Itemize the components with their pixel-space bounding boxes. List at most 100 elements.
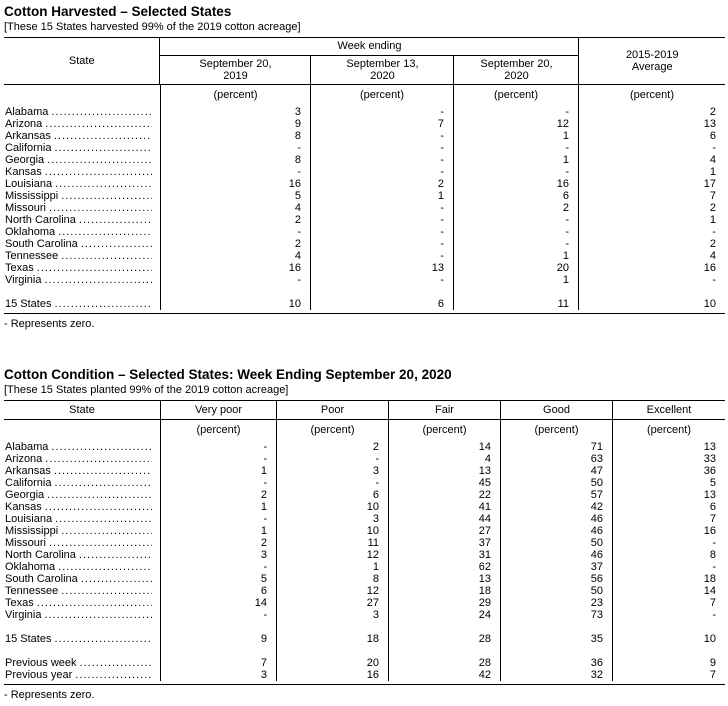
dot-leader <box>81 573 152 585</box>
column-header-good: Good <box>500 401 612 419</box>
value-cell: 29 <box>388 597 500 609</box>
unit-row: (percent) (percent) (percent) (percent) <box>4 85 725 106</box>
value-cell: - <box>310 154 453 166</box>
value-cell: 11 <box>453 298 578 310</box>
value-cell: - <box>276 453 388 465</box>
unit-cell: (percent) <box>160 85 310 106</box>
dot-leader <box>55 178 152 190</box>
value-cell: 20 <box>453 262 578 274</box>
value-cell: 5 <box>160 190 310 202</box>
state-label: Kansas <box>5 166 42 178</box>
value-cell: 1 <box>160 501 276 513</box>
value-cell: - <box>160 609 276 621</box>
spacer-cell <box>453 286 578 298</box>
value-cell: 4 <box>160 202 310 214</box>
value-cell: 2 <box>160 214 310 226</box>
column-header-fair: Fair <box>388 401 500 419</box>
value-cell: 46 <box>500 513 612 525</box>
table-header: State Week ending September 20, 2019 Sep… <box>4 37 725 85</box>
state-cell: Louisiana <box>4 513 160 525</box>
value-cell: 4 <box>388 453 500 465</box>
value-cell: 13 <box>612 489 725 501</box>
value-cell: - <box>160 477 276 489</box>
value-cell: - <box>310 274 453 286</box>
value-cell: 1 <box>453 250 578 262</box>
value-cell: 27 <box>276 597 388 609</box>
state-label: Louisiana <box>5 513 53 525</box>
state-label: Oklahoma <box>5 561 56 573</box>
cotton-condition-table: State Very poor Poor Fair Good Excellent… <box>4 400 725 685</box>
state-cell: Arizona <box>4 118 160 130</box>
value-cell: 8 <box>160 130 310 142</box>
value-cell: 27 <box>388 525 500 537</box>
data-row: Oklahoma---- <box>4 226 725 238</box>
value-cell: 16 <box>276 669 388 681</box>
value-cell: 46 <box>500 549 612 561</box>
value-cell: 36 <box>500 657 612 669</box>
value-cell: - <box>453 226 578 238</box>
value-cell: 6 <box>310 298 453 310</box>
state-label: Arizona <box>5 118 43 130</box>
state-label: Previous week <box>5 657 77 669</box>
value-cell: - <box>578 226 725 238</box>
value-cell: 9 <box>612 657 725 669</box>
value-cell: 62 <box>388 561 500 573</box>
value-cell: - <box>160 441 276 453</box>
dot-leader <box>47 154 152 166</box>
state-cell: Mississippi <box>4 190 160 202</box>
state-cell: California <box>4 142 160 154</box>
value-cell: - <box>160 226 310 238</box>
value-cell: 13 <box>578 118 725 130</box>
spacer-cell <box>612 645 725 657</box>
state-cell: Texas <box>4 262 160 274</box>
cotton-harvested-note: [These 15 States harvested 99% of the 20… <box>4 21 301 33</box>
dot-leader <box>37 262 152 274</box>
spacer-cell <box>388 621 500 633</box>
dot-leader <box>54 633 152 645</box>
dot-leader <box>47 489 152 501</box>
data-row: Arkansas13134736 <box>4 465 725 477</box>
dot-leader <box>55 513 152 525</box>
value-cell: - <box>578 142 725 154</box>
cotton-condition-footnote: - Represents zero. <box>4 689 95 701</box>
state-label: Missouri <box>5 202 46 214</box>
state-label: Alabama <box>5 106 49 118</box>
table-body: Alabama3--2Arizona971213Arkansas8-16Cali… <box>4 106 725 314</box>
value-cell: 1 <box>578 166 725 178</box>
value-cell: 3 <box>160 106 310 118</box>
value-cell: 42 <box>388 669 500 681</box>
unit-row: (percent) (percent) (percent) (percent) … <box>4 420 725 441</box>
value-cell: - <box>160 513 276 525</box>
dot-leader <box>45 501 152 513</box>
value-cell: 32 <box>500 669 612 681</box>
state-label: 15 States <box>5 298 52 310</box>
value-cell: - <box>453 142 578 154</box>
value-cell: 71 <box>500 441 612 453</box>
value-cell: 7 <box>578 190 725 202</box>
state-cell: Oklahoma <box>4 226 160 238</box>
dot-leader <box>45 166 152 178</box>
spacer-cell <box>4 645 160 657</box>
value-cell: 3 <box>160 669 276 681</box>
value-cell: 14 <box>612 585 725 597</box>
value-cell: - <box>612 561 725 573</box>
data-row: Tennessee4-14 <box>4 250 725 262</box>
spacer-row <box>4 645 725 657</box>
state-cell: Texas <box>4 597 160 609</box>
state-label: Mississippi <box>5 190 59 202</box>
value-cell: 7 <box>160 657 276 669</box>
value-cell: 12 <box>276 585 388 597</box>
data-row: Texas16132016 <box>4 262 725 274</box>
value-cell: - <box>160 166 310 178</box>
value-cell: 10 <box>578 298 725 310</box>
dot-leader <box>54 130 152 142</box>
value-cell: 5 <box>160 573 276 585</box>
value-cell: 1 <box>453 274 578 286</box>
cotton-harvested-footnote: - Represents zero. <box>4 318 95 330</box>
spacer-cell <box>4 621 160 633</box>
spacer-cell <box>578 286 725 298</box>
